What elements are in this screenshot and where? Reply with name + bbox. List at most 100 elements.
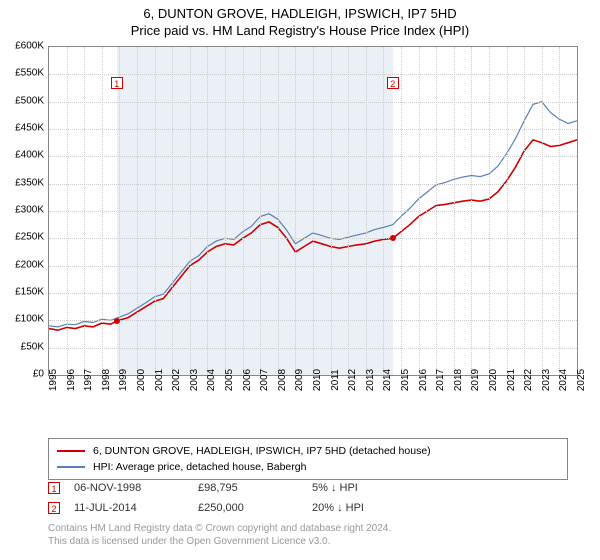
sale-marker-box: 2	[387, 77, 399, 89]
x-axis-label: 2021	[506, 369, 517, 391]
y-axis-label: £350K	[15, 177, 44, 188]
y-axis-label: £100K	[15, 314, 44, 325]
x-axis-label: 2018	[453, 369, 464, 391]
legend-label: 6, DUNTON GROVE, HADLEIGH, IPSWICH, IP7 …	[93, 445, 431, 457]
gridline-vertical	[471, 47, 472, 375]
x-axis-label: 2004	[206, 369, 217, 391]
x-axis-label: 2023	[541, 369, 552, 391]
sale-hpi-delta: 20% ↓ HPI	[312, 502, 422, 514]
sale-dot	[390, 235, 396, 241]
sale-row: 1 06-NOV-1998 £98,795 5% ↓ HPI	[48, 478, 422, 498]
gridline-vertical	[507, 47, 508, 375]
x-axis-label: 2006	[242, 369, 253, 391]
sale-date: 11-JUL-2014	[74, 502, 184, 514]
y-axis-label: £200K	[15, 259, 44, 270]
sale-number-box: 1	[48, 482, 60, 494]
gridline-vertical	[243, 47, 244, 375]
gridline-vertical	[489, 47, 490, 375]
y-axis-label: £300K	[15, 205, 44, 216]
sale-date: 06-NOV-1998	[74, 482, 184, 494]
gridline-vertical	[331, 47, 332, 375]
gridline-vertical	[172, 47, 173, 375]
y-axis-label: £50K	[21, 341, 44, 352]
y-axis-label: £550K	[15, 68, 44, 79]
sale-price: £98,795	[198, 482, 298, 494]
gridline-vertical	[278, 47, 279, 375]
x-axis-label: 2016	[418, 369, 429, 391]
gridline-vertical	[436, 47, 437, 375]
chart-subtitle: Price paid vs. HM Land Registry's House …	[0, 21, 600, 38]
sale-number-box: 2	[48, 502, 60, 514]
gridline-vertical	[524, 47, 525, 375]
gridline-vertical	[207, 47, 208, 375]
gridline-vertical	[102, 47, 103, 375]
x-axis-label: 2020	[488, 369, 499, 391]
x-axis-label: 2025	[576, 369, 587, 391]
x-axis-label: 2015	[400, 369, 411, 391]
sale-row: 2 11-JUL-2014 £250,000 20% ↓ HPI	[48, 498, 422, 518]
sale-hpi-delta: 5% ↓ HPI	[312, 482, 422, 494]
x-axis-label: 2009	[294, 369, 305, 391]
gridline-vertical	[260, 47, 261, 375]
x-axis-label: 2012	[347, 369, 358, 391]
chart-title-address: 6, DUNTON GROVE, HADLEIGH, IPSWICH, IP7 …	[0, 0, 600, 21]
chart-container: 6, DUNTON GROVE, HADLEIGH, IPSWICH, IP7 …	[0, 0, 600, 560]
y-axis-label: £150K	[15, 287, 44, 298]
x-axis-label: 2007	[259, 369, 270, 391]
gridline-vertical	[348, 47, 349, 375]
legend-label: HPI: Average price, detached house, Babe…	[93, 461, 306, 473]
y-axis-label: £600K	[15, 41, 44, 52]
x-axis-label: 1999	[118, 369, 129, 391]
gridline-vertical	[559, 47, 560, 375]
plot-region: 12	[48, 46, 578, 376]
gridline-vertical	[542, 47, 543, 375]
x-axis-label: 2002	[171, 369, 182, 391]
x-axis-label: 2011	[330, 369, 341, 391]
x-axis-label: 2008	[277, 369, 288, 391]
legend-row: 6, DUNTON GROVE, HADLEIGH, IPSWICH, IP7 …	[57, 443, 559, 459]
x-axis-label: 2003	[189, 369, 200, 391]
gridline-vertical	[225, 47, 226, 375]
gridline-vertical	[419, 47, 420, 375]
gridline-vertical	[295, 47, 296, 375]
sales-table: 1 06-NOV-1998 £98,795 5% ↓ HPI 2 11-JUL-2014 £…	[48, 478, 422, 518]
x-axis-label: 2024	[558, 369, 569, 391]
gridline-vertical	[119, 47, 120, 375]
footer-attribution: Contains HM Land Registry data © Crown c…	[48, 522, 391, 548]
x-axis-label: 1997	[83, 369, 94, 391]
legend-box: 6, DUNTON GROVE, HADLEIGH, IPSWICH, IP7 …	[48, 438, 568, 480]
footer-line1: Contains HM Land Registry data © Crown c…	[48, 522, 391, 535]
x-axis-label: 2014	[382, 369, 393, 391]
y-axis-label: £450K	[15, 123, 44, 134]
x-axis-label: 2000	[136, 369, 147, 391]
y-axis-label: £0	[33, 369, 44, 380]
legend-swatch	[57, 450, 85, 452]
gridline-vertical	[137, 47, 138, 375]
x-axis-label: 1998	[101, 369, 112, 391]
chart-area: 12 £0£50K£100K£150K£200K£250K£300K£350K£…	[48, 46, 578, 406]
gridline-vertical	[67, 47, 68, 375]
x-axis-label: 2022	[523, 369, 534, 391]
x-axis-label: 1996	[66, 369, 77, 391]
gridline-vertical	[155, 47, 156, 375]
x-axis-label: 2017	[435, 369, 446, 391]
sale-dot	[114, 318, 120, 324]
x-axis-label: 2005	[224, 369, 235, 391]
legend-swatch	[57, 466, 85, 468]
gridline-vertical	[84, 47, 85, 375]
gridline-vertical	[401, 47, 402, 375]
x-axis-label: 2001	[154, 369, 165, 391]
footer-line2: This data is licensed under the Open Gov…	[48, 535, 391, 548]
gridline-vertical	[313, 47, 314, 375]
gridline-vertical	[454, 47, 455, 375]
gridline-vertical	[383, 47, 384, 375]
sale-marker-box: 1	[111, 77, 123, 89]
gridline-vertical	[366, 47, 367, 375]
y-axis-label: £400K	[15, 150, 44, 161]
gridline-vertical	[190, 47, 191, 375]
x-axis-label: 2013	[365, 369, 376, 391]
sale-price: £250,000	[198, 502, 298, 514]
legend-row: HPI: Average price, detached house, Babe…	[57, 459, 559, 475]
x-axis-label: 1995	[48, 369, 59, 391]
y-axis-label: £250K	[15, 232, 44, 243]
